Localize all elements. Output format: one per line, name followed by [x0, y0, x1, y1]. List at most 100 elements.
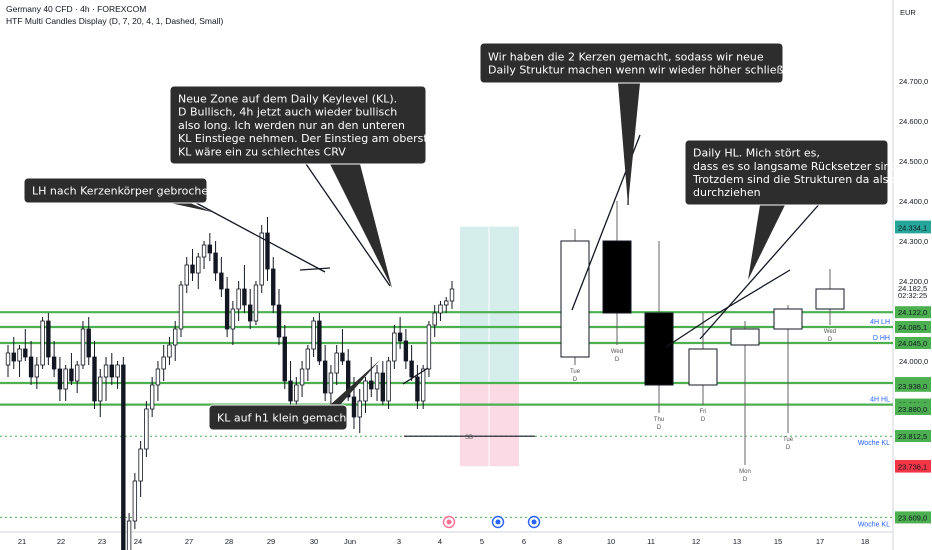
candle-body [63, 368, 68, 390]
candle-body [80, 328, 86, 366]
event-icon-dot [495, 519, 501, 525]
candle-body [17, 348, 22, 362]
candle-body [265, 232, 270, 270]
candle-body [92, 356, 97, 402]
candle-body [380, 372, 385, 402]
callout-text: dass es so langsame Rücksetzer sind. [693, 160, 901, 173]
candle-body [167, 344, 172, 358]
price-tag-label: 24.122,0 [898, 308, 927, 317]
time-tick-label: 12 [692, 537, 700, 546]
price-tag-label: 02:32:25 [898, 291, 927, 300]
candle-body [432, 312, 437, 326]
callout: Daily HL. Mich stört es,dass es so langs… [684, 139, 901, 280]
candle-body [201, 244, 207, 258]
candle-body [196, 256, 201, 274]
candle-body [438, 304, 443, 314]
callout-tail [330, 360, 380, 405]
callout-box [169, 85, 427, 165]
candle-body [207, 244, 213, 254]
candle-body [340, 352, 345, 362]
htf-candle-body [560, 240, 590, 358]
candle-body [346, 360, 351, 398]
candle-body [397, 332, 403, 342]
key-level-label: Woche KL [858, 440, 890, 447]
candle-body [51, 356, 57, 370]
candle-body [449, 288, 455, 302]
candle-body [409, 360, 414, 378]
candle-body [75, 364, 80, 382]
htf-day-label: Fri [700, 409, 707, 415]
candle-body [109, 364, 114, 378]
candle-body [328, 372, 334, 394]
price-tag-bg [895, 430, 931, 442]
htf-day-label: Thu [654, 417, 664, 423]
htf-tf-label: D [743, 477, 748, 483]
htf-day-label: Mon [739, 469, 751, 475]
candle-body [173, 328, 178, 346]
price-tag-label: 24.045,0 [898, 339, 927, 348]
trend-line [299, 267, 331, 271]
candle-body [126, 520, 132, 550]
callout-text: D Bullisch, 4h jetzt auch wieder bullisc… [178, 106, 397, 119]
indicator-title: HTF Multi Candles Display (D, 7, 20, 4, … [6, 16, 224, 26]
candle-body [259, 232, 264, 286]
candle-body [276, 304, 282, 338]
candle-body [351, 396, 357, 418]
key-level-label: 4H LH [870, 319, 890, 326]
candle-body [69, 368, 74, 382]
htf-day-label: Tue [570, 369, 581, 375]
candle-body [178, 284, 184, 330]
time-tick-label: 3 [397, 537, 401, 546]
price-tag-label: 23.880,0 [898, 405, 927, 414]
time-tick-label: 6 [522, 537, 526, 546]
candle-body [311, 320, 316, 350]
htf-tf-label: D [828, 337, 833, 343]
candle-body [317, 320, 322, 362]
candle-body [403, 340, 409, 362]
price-tag-bg [895, 337, 931, 349]
price-tag-bg [895, 320, 931, 333]
callout-text: Wir haben die 2 Kerzen gemacht, sodass w… [488, 50, 764, 63]
candle-body [415, 376, 420, 402]
callout-tail [748, 205, 785, 280]
htf-day-label: Tue [783, 437, 794, 443]
candle-body [224, 288, 230, 330]
time-tick-label: 13 [733, 537, 741, 546]
candle-body [374, 372, 380, 390]
time-tick-label: 5 [480, 537, 484, 546]
candle-body [98, 376, 103, 402]
price-tag-label: 24.182,5 [898, 284, 927, 293]
candle-body [230, 308, 236, 330]
candle-body [213, 252, 218, 274]
price-tag-label: 23.812,5 [898, 432, 927, 441]
trend-line [665, 317, 711, 348]
candle-body [334, 352, 339, 374]
trend-line [294, 147, 391, 287]
price-tag-label: 23.736,1 [898, 463, 927, 472]
key-level-label: Woche KL [858, 521, 890, 528]
callout: LH nach Kerzenkörper gebrochen [23, 177, 215, 212]
htf-tf-label: D [701, 417, 706, 423]
candle-body [219, 272, 224, 290]
time-tick-label: 15 [774, 537, 782, 546]
candle-body [426, 324, 432, 370]
price-tick-label: 24.000,0 [899, 357, 928, 366]
candle-body [236, 288, 241, 310]
price-tag-label: 24.334,1 [898, 223, 927, 232]
callout-box [684, 139, 889, 206]
callout: Wir haben die 2 Kerzen gemacht, sodass w… [479, 42, 797, 205]
price-tick-label: 24.400,0 [899, 197, 928, 206]
callout-text: LH nach Kerzenkörper gebrochen [32, 184, 215, 197]
htf-day-label: Wed [611, 349, 623, 355]
callout-tail [330, 164, 392, 288]
htf-candle-body [815, 288, 845, 310]
time-tick-label: 28 [225, 537, 233, 546]
candle-body [363, 380, 368, 402]
candle-body [161, 356, 166, 370]
callout-tail [618, 83, 640, 205]
candle-body [420, 368, 426, 402]
callout-text: durchziehen [693, 186, 761, 199]
sb-label: SB [465, 435, 473, 441]
